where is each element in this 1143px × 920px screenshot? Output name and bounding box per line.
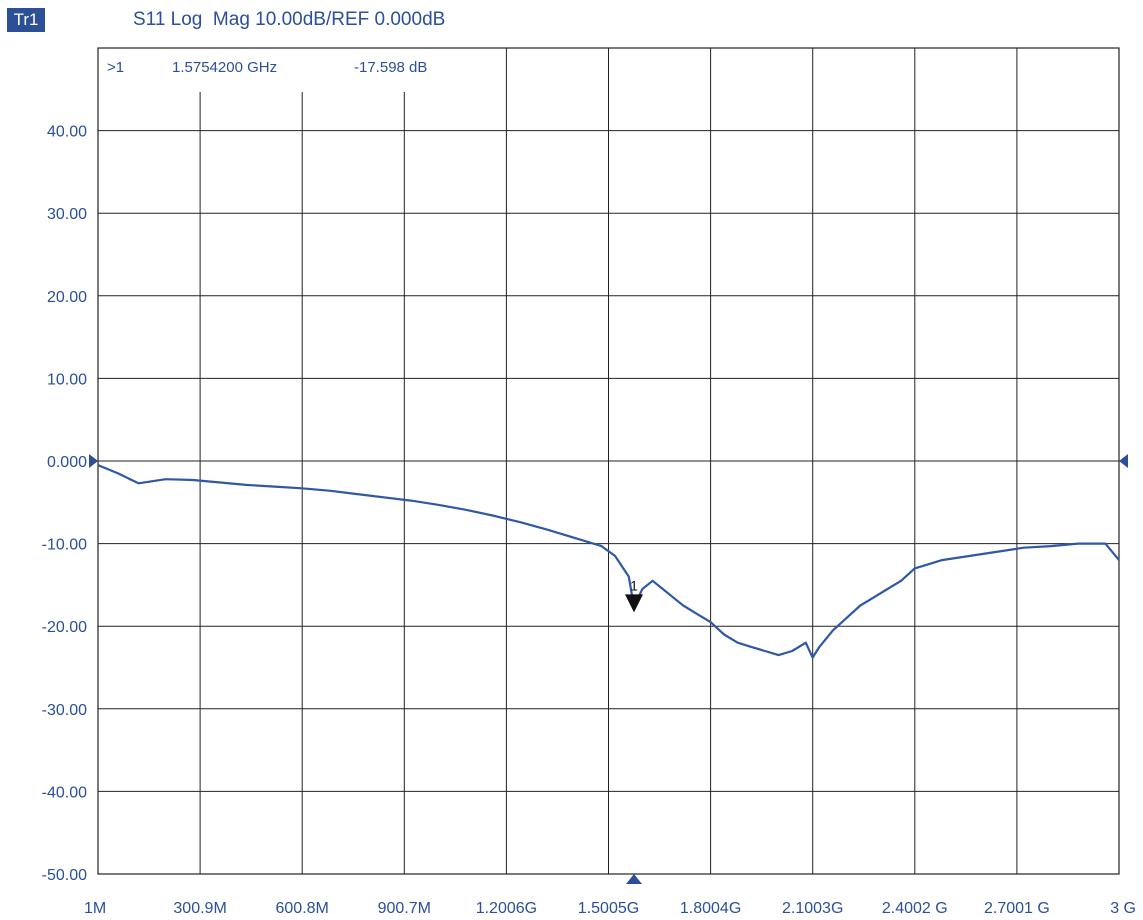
trace-layer — [97, 464, 1120, 659]
x-tick-label: 1.2006G — [476, 900, 537, 917]
marker-value: -17.598 dB — [354, 59, 428, 76]
x-tick-label: 1M — [84, 900, 106, 917]
x-tick-label: 300.9M — [173, 900, 226, 917]
marker-frequency: 1.5754200 GHz — [172, 59, 278, 76]
y-tick-label: -20.00 — [42, 619, 87, 636]
grid — [97, 47, 1120, 875]
y-tick-label: -10.00 — [42, 537, 87, 554]
ref-level-right-indicator — [1119, 454, 1128, 468]
reference-indicators — [89, 454, 1128, 468]
marker-1-triangle — [625, 594, 644, 613]
trace-label[interactable]: Tr1 — [7, 8, 45, 32]
trace-line — [97, 464, 1120, 659]
x-tick-label: 2.1003G — [782, 900, 843, 917]
x-tick-label: 1.5005G — [578, 900, 639, 917]
x-tick-label: 900.7M — [378, 900, 431, 917]
y-tick-label: -40.00 — [42, 784, 87, 801]
y-tick-label: 10.00 — [47, 371, 87, 388]
x-tick-label: 2.4002 G — [882, 900, 948, 917]
ref-level-left-indicator — [89, 454, 98, 468]
y-tick-label: 20.00 — [47, 289, 87, 306]
chart-title: S11 Log Mag 10.00dB/REF 0.000dB — [133, 9, 446, 30]
y-tick-label: 40.00 — [47, 124, 87, 141]
y-tick-label: -30.00 — [42, 702, 87, 719]
x-tick-label: 3 G — [1110, 900, 1136, 917]
marker-id: >1 — [107, 59, 125, 76]
y-tick-label: -50.00 — [42, 867, 87, 884]
x-tick-label: 2.7001 G — [984, 900, 1050, 917]
x-axis-ticks: 1M 300.9M 600.8M 900.7M 1.2006G 1.5005G 1.8004… — [84, 900, 1136, 917]
marker-position-indicator — [626, 874, 643, 884]
marker-layer: 1 — [625, 577, 644, 884]
x-tick-label: 600.8M — [276, 900, 329, 917]
y-tick-label: 30.00 — [47, 206, 87, 223]
x-tick-label: 1.8004G — [680, 900, 741, 917]
y-tick-label: 0.000 — [47, 454, 87, 471]
y-axis-ticks: 40.00 30.00 20.00 10.00 0.000 -10.00 -20.00 -30… — [42, 124, 87, 884]
marker-1-label: 1 — [630, 577, 638, 593]
